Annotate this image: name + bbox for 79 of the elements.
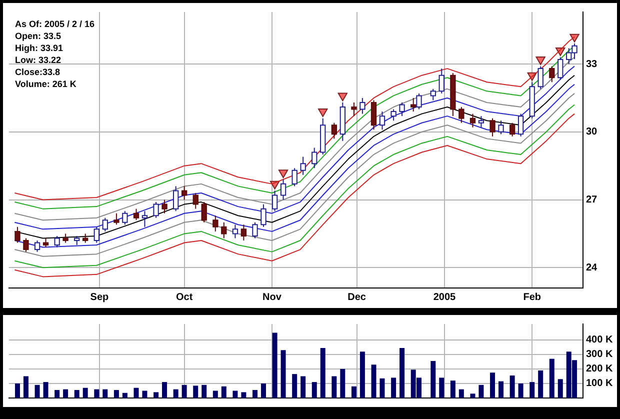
x-tick-label: Sep [90,292,109,303]
bar [142,390,148,398]
bar [380,378,385,398]
bar [340,368,346,398]
bar [14,383,20,398]
bar [212,390,218,398]
bar [221,386,226,398]
bar [94,389,100,398]
bar [260,383,266,398]
bar [470,394,476,398]
bar [312,382,317,398]
bar [280,350,286,398]
y-tick-label: 100 K [586,378,614,390]
annotation: Close:33.8 [15,66,60,77]
bar [173,389,178,398]
y-tick-label: 30 [586,126,598,138]
point [318,108,328,118]
bar [23,376,28,398]
x-tick-label: Dec [348,292,366,303]
bar [74,390,80,398]
bar [360,352,365,398]
annotation: As Of: 2005 / 2 / 16 [15,18,95,29]
y-tick-label: 400 K [586,334,614,346]
bar [371,364,376,398]
bar [272,332,278,398]
bar [332,376,337,398]
bar [232,390,238,398]
x-tick-label: 2005 [433,292,456,303]
bar [558,379,563,398]
point [338,92,348,102]
y-tick-label: 200 K [586,364,614,375]
annotation: Low: 33.22 [15,54,62,65]
bar [114,390,119,398]
bar [490,372,496,398]
bar [439,378,444,398]
bar [498,381,504,398]
bar [518,383,524,398]
bar [549,358,554,398]
bar [351,386,356,398]
bar [82,388,88,398]
bar [202,384,207,398]
bar [292,374,298,398]
bar [122,392,128,398]
annotation: Open: 33.5 [15,30,62,41]
y-tick-label: 33 [586,58,598,70]
bar [134,388,139,398]
bar [430,361,436,398]
bar [182,384,187,398]
annotation: High: 33.91 [15,42,64,53]
bar [162,382,168,398]
bar [450,380,456,398]
bar [478,384,484,398]
bar [154,392,159,398]
annotation: Volume: 261 K [15,78,77,89]
bar [193,386,198,398]
bar [530,382,535,398]
bar [54,390,60,398]
y-tick-label: 27 [586,194,598,206]
x-tick-label: Oct [176,292,194,303]
x-tick-label: Feb [523,292,541,303]
bar [538,370,544,398]
x-tick-label: Nov [262,292,282,303]
bar [34,384,40,398]
bar [391,378,396,398]
point [278,170,288,178]
point [536,56,546,66]
y-tick-label: 300 K [586,349,614,360]
point [570,34,580,42]
bar [400,348,405,398]
bar [241,392,246,398]
bar [510,376,515,398]
bar [43,382,48,398]
bar [458,389,464,398]
bar [320,348,326,398]
bar [63,389,68,398]
y-tick-label: 24 [586,262,598,274]
bar [300,376,306,398]
bar [102,389,108,398]
bar [252,390,258,398]
